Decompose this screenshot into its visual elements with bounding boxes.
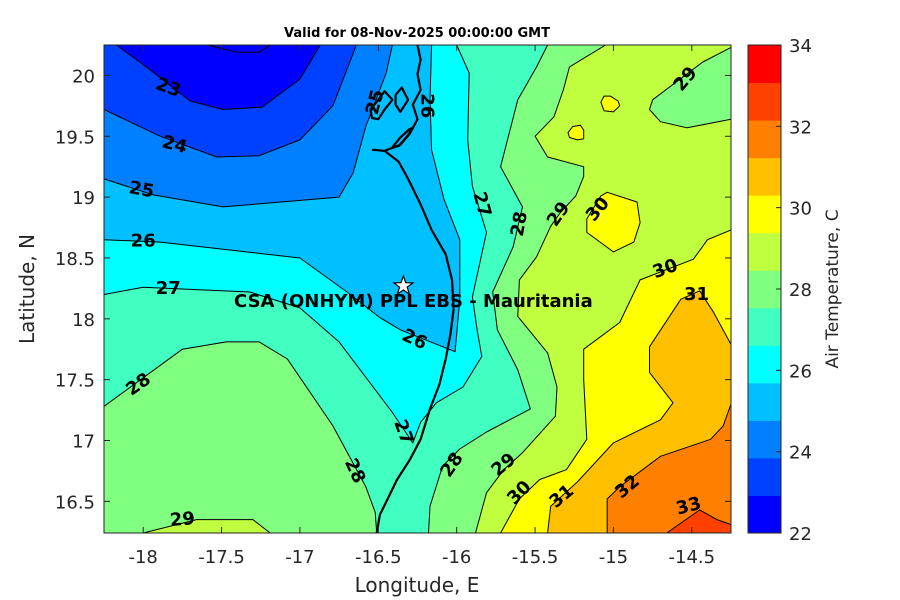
colorbar-swatch [748,270,781,309]
contour-region-28-above [104,341,378,533]
colorbar-swatch [748,195,781,234]
contour-label: 27 [156,278,181,299]
x-axis-ticks: -18 -17.5 -17 -16.5 -16 -15.5 -15 -14.5 [128,45,715,568]
colorbar-tick-label: 34 [789,36,812,57]
contour-region-30-above [567,124,585,141]
coastline [371,148,455,533]
x-tick-label: -15 [599,547,628,568]
site-marker-group: CSA (ONHYM) PPL EBS - Mauritania [234,274,593,312]
colorbar-swatch [748,420,781,459]
x-tick-label: -17.5 [198,547,245,568]
colorbar: 22 24 26 28 30 32 34 [747,36,812,545]
colorbar-tick-label: 32 [789,117,812,138]
colorbar-swatch [748,382,781,421]
colorbar-tick-label: 24 [789,443,812,464]
colorbar-swatch [748,120,781,159]
x-tick-label: -15.5 [512,547,559,568]
colorbar-swatch [748,45,781,84]
contour-label: 31 [684,284,709,305]
colorbar-label: Air Temperature, C [823,209,843,368]
y-tick-label: 17.5 [55,371,95,392]
contour-label: 26 [131,230,156,251]
chart-title: Valid for 08-Nov-2025 00:00:00 GMT [284,26,550,41]
x-tick-label: -17 [285,547,314,568]
contour-region-29-above [142,519,271,533]
colorbar-tick-label: 28 [789,280,812,301]
y-axis-ticks: 16.5 17 17.5 18 18.5 19 19.5 20 [55,66,731,513]
contour-label: 26 [416,93,437,118]
y-tick-label: 18.5 [55,249,95,270]
coastline [394,86,410,114]
contour-regions [104,45,731,533]
y-tick-label: 17 [72,432,95,453]
colorbar-swatch [748,307,781,346]
colorbar-swatch [748,82,781,121]
x-tick-label: -16.5 [355,547,402,568]
colorbar-swatch [748,495,781,534]
contour-label: 25 [127,177,155,202]
contour-region-30-above [586,191,641,253]
contour-region-30-above [600,95,621,113]
y-tick-label: 16.5 [55,492,95,513]
colorbar-swatch [748,457,781,496]
colorbar-swatch [748,232,781,271]
colorbar-tick-label: 22 [789,524,812,545]
coastline [369,90,394,121]
contour-region-32-above [606,403,731,533]
coastline [391,126,414,149]
plot-frame [103,44,732,534]
x-tick-label: -18 [128,547,157,568]
contour-region-23-below [116,45,321,110]
contour-label: 29 [169,508,196,531]
y-tick-label: 20 [72,66,95,87]
y-tick-label: 18 [72,310,95,331]
x-axis-label: Longitude, E [355,573,480,597]
contour-region-22-below [207,45,271,53]
y-tick-label: 19.5 [55,127,95,148]
colorbar-swatch [748,345,781,384]
x-tick-label: -14.5 [669,547,716,568]
contour-region-33-above [666,509,731,533]
x-tick-label: -16 [442,547,471,568]
coastlines [369,45,455,533]
site-label: CSA (ONHYM) PPL EBS - Mauritania [234,291,593,312]
star-icon [392,274,415,296]
contour-label: 28 [507,210,532,238]
y-axis-label: Latitude, N [15,234,39,344]
colorbar-tick-label: 26 [789,361,812,382]
colorbar-swatch [748,157,781,196]
colorbar-tick-label: 30 [789,199,812,220]
y-tick-label: 19 [72,188,95,209]
